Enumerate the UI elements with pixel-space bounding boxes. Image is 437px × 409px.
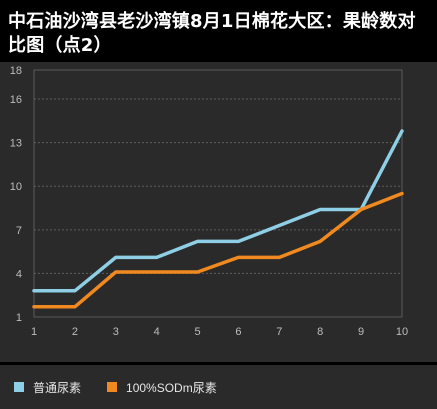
y-tick-label-18: 18 [10,65,22,77]
x-tick-label-6: 6 [235,326,241,338]
legend-label-series-2: 100%SODm尿素 [126,380,217,395]
y-tick-label-4: 4 [16,268,22,280]
x-tick-label-4: 4 [154,326,160,338]
legend-item-series-1: 普通尿素 [14,379,81,396]
legend-swatch-series-1 [14,382,24,392]
y-tick-label-1: 1 [16,312,22,324]
y-tick-label-13: 13 [10,138,22,150]
x-tick-label-3: 3 [113,326,119,338]
chart-title: 中石油沙湾县老沙湾镇8月1日棉花大区：果龄数对比图（点2） [8,11,416,56]
x-tick-label-2: 2 [72,326,78,338]
legend-swatch-series-2 [107,382,118,392]
series-line-2 [32,191,404,309]
line-chart: 1 4 7 10 13 16 18 1 2 3 4 5 6 7 8 9 10 [10,65,408,338]
x-tick-label-5: 5 [194,326,200,338]
y-tick-label-7: 7 [16,225,22,237]
y-tick-label-16: 16 [10,94,22,106]
plot-panel: 1 4 7 10 13 16 18 1 2 3 4 5 6 7 8 9 10 [0,62,437,362]
x-tick-label-1: 1 [31,326,37,338]
y-tick-label-10: 10 [10,181,22,193]
legend-label-series-1: 普通尿素 [33,380,82,395]
series-line-1 [32,129,404,293]
x-tick-label-9: 9 [358,326,364,338]
x-tick-label-7: 7 [276,326,282,338]
legend: 普通尿素 100%SODm尿素 [0,365,437,409]
legend-item-series-2: 100%SODm尿素 [107,379,217,396]
x-tick-label-10: 10 [396,326,408,338]
x-tick-label-8: 8 [317,326,323,338]
